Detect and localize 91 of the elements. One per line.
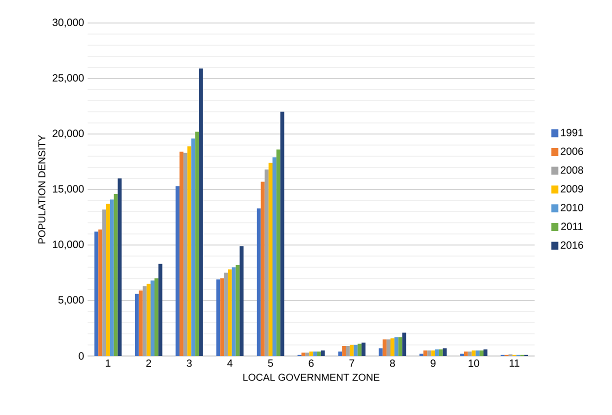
bar [110, 199, 114, 356]
bar [176, 186, 180, 356]
bar [378, 348, 383, 356]
bar [480, 350, 484, 356]
bar [180, 152, 184, 356]
bar [138, 290, 143, 356]
bar [468, 352, 472, 356]
bar [183, 152, 188, 356]
y-tick-label: 20,000 [52, 130, 84, 138]
bar [320, 350, 325, 356]
y-tick-label: 5,000 [58, 296, 84, 305]
bar [150, 280, 154, 356]
bar [309, 352, 314, 356]
bar [256, 208, 261, 356]
bar [195, 132, 200, 356]
bar [390, 338, 394, 356]
bar [106, 204, 110, 356]
legend-label: 2009 [560, 185, 584, 193]
bar [438, 349, 443, 356]
legend-label: 1991 [561, 128, 584, 136]
x-tick-label: 8 [390, 360, 395, 367]
bar [191, 138, 196, 356]
bar [187, 146, 192, 356]
y-tick-label: 25,000 [52, 74, 84, 83]
bar [476, 350, 480, 356]
legend-label: 2016 [560, 241, 584, 249]
legend-label: 2011 [561, 222, 583, 230]
y-tick-label: 10,000 [52, 240, 84, 250]
legend-label: 2006 [560, 148, 584, 155]
bar [114, 194, 118, 356]
bar [264, 170, 269, 356]
bar [154, 278, 158, 356]
bar [280, 112, 284, 356]
bar [342, 346, 346, 356]
x-tick-label: 6 [308, 360, 314, 367]
x-tick-label: 1 [106, 360, 110, 367]
bar [158, 264, 162, 356]
bar [134, 294, 139, 356]
bar [483, 349, 488, 356]
bar [228, 269, 232, 356]
x-tick-label: 5 [268, 360, 274, 367]
bar [362, 342, 366, 356]
bar [232, 267, 236, 356]
bar [346, 346, 350, 356]
bar [301, 352, 306, 356]
bar [98, 229, 102, 356]
legend-label: 2008 [560, 166, 584, 174]
bar [224, 272, 228, 356]
bar [358, 344, 362, 356]
bar [435, 349, 439, 356]
x-tick-label: 3 [186, 360, 192, 367]
bar [268, 162, 272, 356]
bar [423, 350, 428, 356]
y-tick-label: 15,000 [52, 185, 84, 194]
x-tick-label: 9 [430, 360, 436, 367]
bar [236, 264, 240, 356]
bar [350, 344, 354, 356]
bar [118, 178, 122, 356]
bar [146, 284, 151, 356]
legend-label: 2010 [560, 204, 584, 212]
bar [386, 339, 391, 356]
bar [305, 352, 310, 356]
bar [442, 348, 447, 356]
bar [394, 337, 398, 356]
x-tick-label: 2 [146, 360, 152, 367]
bar [94, 232, 98, 356]
y-tick-label: 0 [78, 352, 84, 360]
bar [431, 350, 436, 356]
bar [464, 352, 468, 356]
bar [338, 352, 342, 356]
bar [142, 286, 147, 356]
x-tick-label: 4 [227, 360, 233, 367]
bar [382, 339, 387, 356]
x-tick-label: 10 [468, 360, 480, 367]
bar [199, 68, 203, 356]
y-axis-title: POPULATION DENSITY [38, 135, 46, 244]
bar [402, 332, 406, 356]
bar [398, 337, 402, 356]
bar [240, 246, 244, 356]
bar [317, 352, 321, 356]
bar [260, 182, 265, 356]
y-tick-label: 30,000 [52, 18, 84, 28]
bar [216, 279, 220, 356]
bar [313, 352, 318, 356]
bar [272, 157, 276, 356]
x-axis-title: LOCAL GOVERNMENT ZONE [243, 374, 380, 381]
bar [220, 278, 224, 356]
bar [276, 150, 280, 356]
bar [102, 209, 106, 356]
x-tick-label: 11 [510, 360, 520, 367]
x-tick-label: 7 [349, 360, 354, 367]
